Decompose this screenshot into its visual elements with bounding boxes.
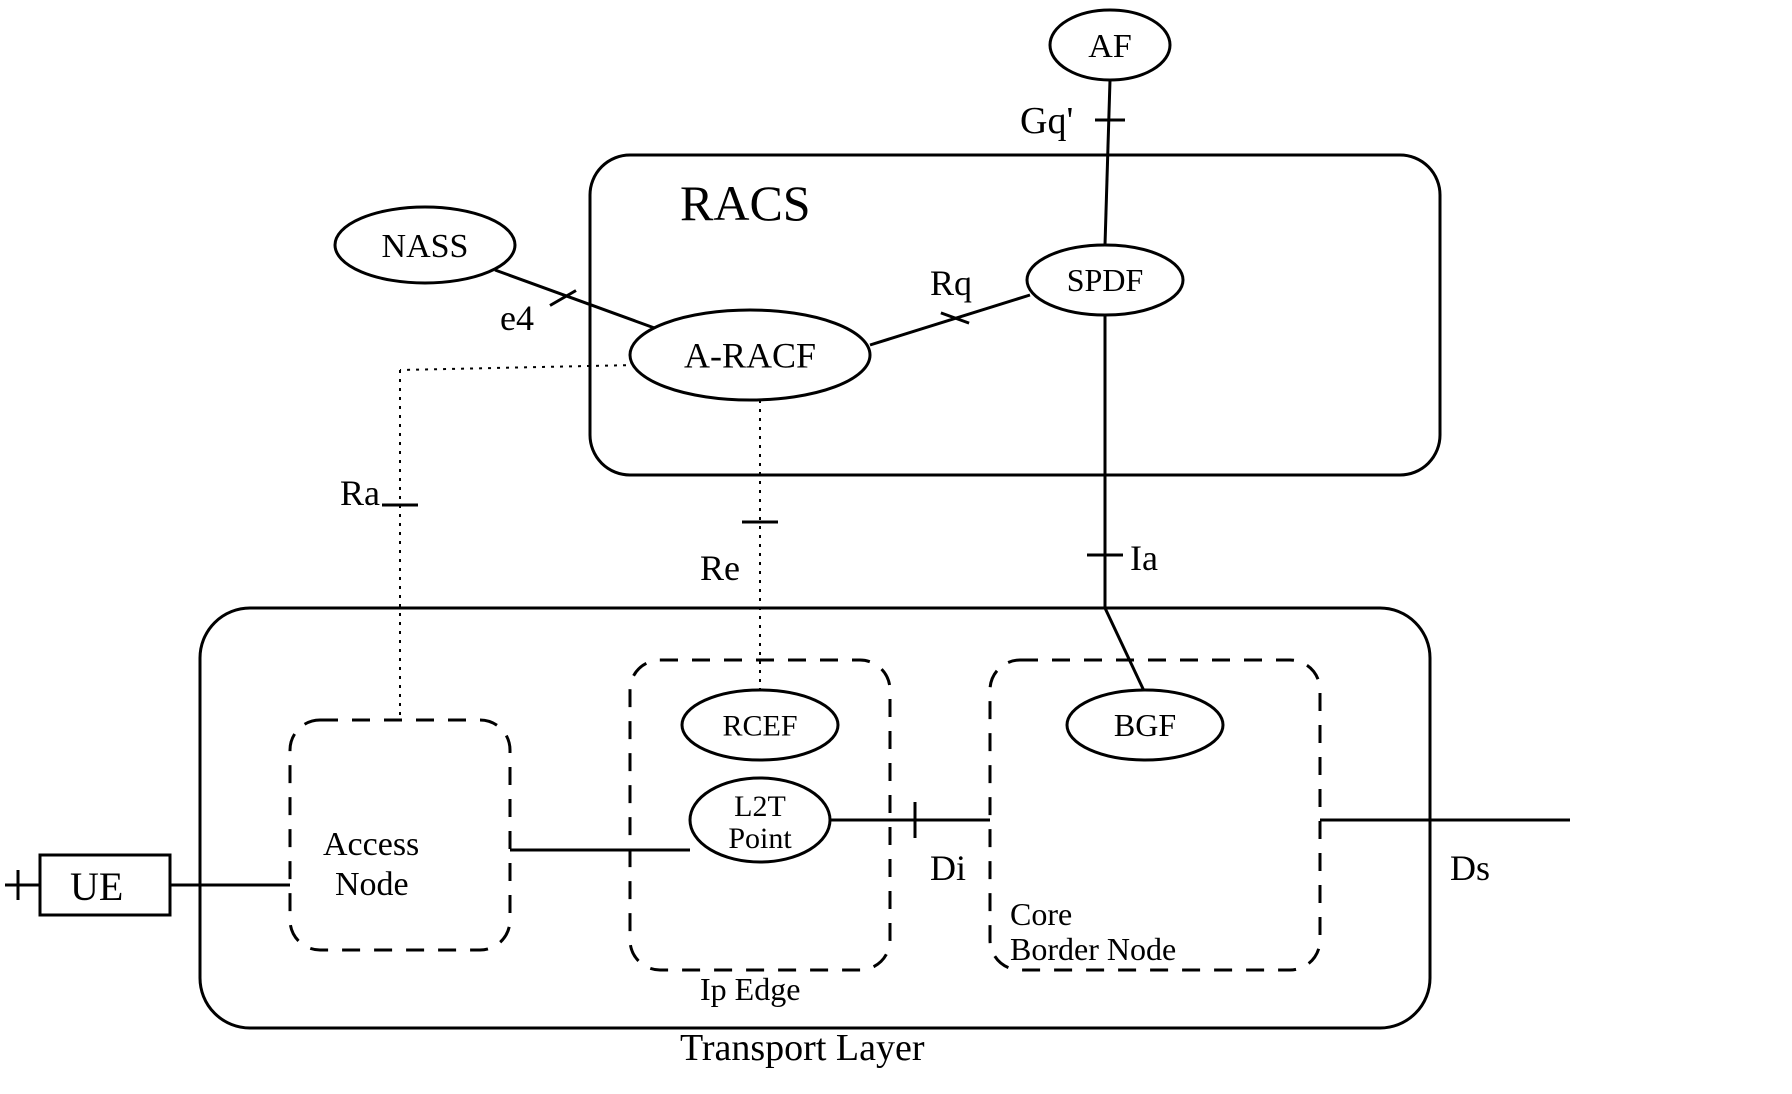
label-transport-layer: Transport Layer [680, 1027, 925, 1069]
label-border-node: Border Node [1010, 931, 1176, 967]
label-di: Di [930, 848, 966, 888]
aracf-label: A-RACF [684, 336, 816, 376]
af-label: AF [1088, 28, 1131, 65]
label-ip-edge: Ip Edge [700, 971, 800, 1007]
connector [1105, 80, 1110, 245]
spdf-label: SPDF [1067, 262, 1144, 298]
label-core: Core [1010, 896, 1072, 932]
label-ia: Ia [1130, 538, 1158, 578]
label-re: Re [700, 548, 740, 588]
bgf-label: BGF [1114, 707, 1176, 743]
l2t-label: L2T [734, 790, 786, 823]
label-access: Access [323, 826, 419, 863]
diagram-canvas: AF NASS SPDF A-RACF RCEF L2TPoint BGF Gq' RACS e4… [0, 0, 1792, 1094]
connector [1105, 608, 1145, 693]
l2t-label: Point [728, 822, 792, 855]
label-e4: e4 [500, 298, 534, 338]
nass-label: NASS [382, 228, 469, 265]
label-ds: Ds [1450, 848, 1490, 888]
label-gq-: Gq' [1020, 100, 1073, 142]
rcef-label: RCEF [722, 710, 797, 743]
label-rq: Rq [930, 263, 972, 303]
label-ra: Ra [340, 473, 380, 513]
label-node: Node [335, 866, 409, 903]
label-ue: UE [70, 864, 123, 909]
label-racs: RACS [680, 175, 811, 231]
connector [400, 365, 635, 370]
